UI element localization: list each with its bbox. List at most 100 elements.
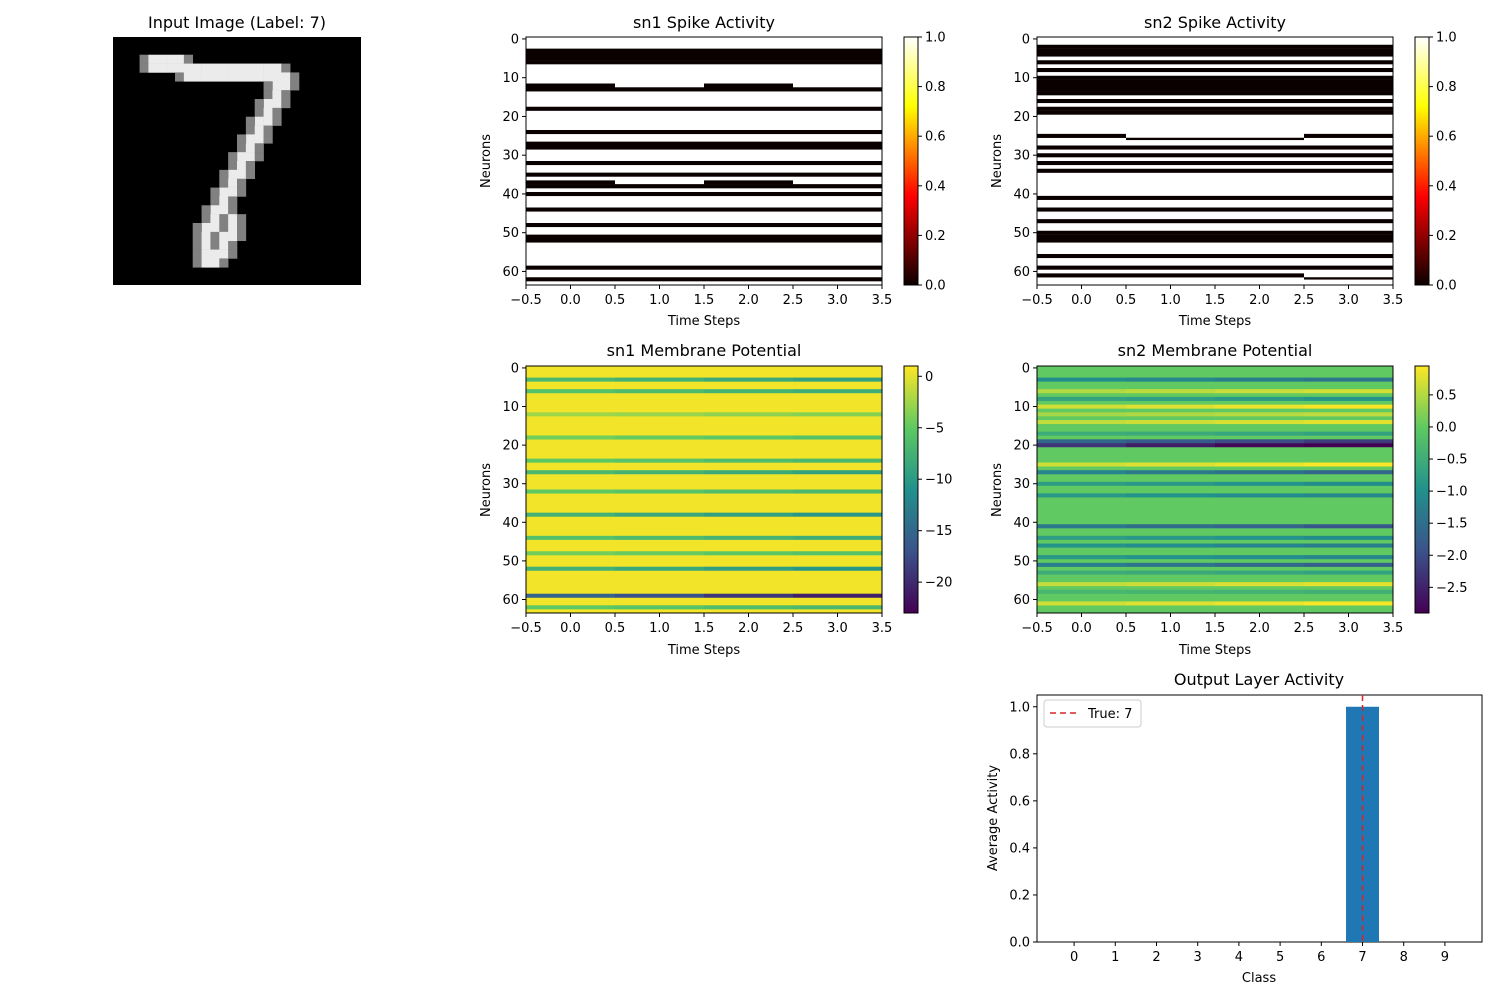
image-pixel [237,223,247,233]
image-pixel [263,107,273,118]
membrane-cell [793,551,883,556]
y-tick-label: 40 [1013,187,1030,202]
spike-row [1037,60,1393,65]
spike-row [526,184,882,189]
membrane-cell [1304,555,1394,560]
spike-row [526,87,882,92]
image-pixel [192,258,202,268]
spike-row [1037,254,1393,259]
spike-row [526,60,882,65]
colorbar-tick-label: 0.6 [1436,130,1457,145]
image-pixel [228,214,238,224]
sn2-membrane-ylabel: Neurons [990,463,1005,517]
sn2-spike-heatmap: 0 10 20 30 40 50 60 −0.5 0.0 0.5 1.0 1.5 2.0 2.5 3.0 3.… [1013,32,1403,308]
membrane-cell [1126,601,1216,606]
membrane-cell [1215,493,1305,498]
x-tick-label: 1.0 [1160,293,1181,308]
spike-cell [1037,273,1126,278]
spike-row [526,265,882,270]
membrane-cell [1215,420,1305,425]
spike-row [526,234,882,239]
sn2-spike-colorbar: 0.0 0.2 0.4 0.6 0.8 1.0 [1414,31,1457,294]
image-pixel [219,169,229,180]
image-pixel [237,214,247,224]
image-pixel [228,178,238,188]
image-pixel [263,72,273,82]
membrane-cell [1037,470,1127,475]
spike-row [1037,230,1393,235]
membrane-cell [704,566,794,571]
image-pixel [237,178,247,188]
membrane-cell [793,593,883,598]
image-pixel [254,152,264,162]
membrane-cell [1126,420,1216,425]
image-pixel [263,99,273,109]
membrane-cell [704,605,794,610]
colorbar-tick-label: −15 [925,524,952,539]
membrane-cell [615,458,705,463]
membrane-cell [1037,543,1127,548]
membrane-cell [615,377,705,382]
membrane-cell [615,389,705,394]
image-pixel [272,63,282,73]
colorbar-tick-label: −20 [925,576,952,591]
membrane-cell [615,566,705,571]
membrane-cell [1126,555,1216,560]
membrane-cell [1215,555,1305,560]
spike-row [526,161,882,166]
image-pixel [245,134,256,144]
membrane-cell [615,470,705,475]
membrane-cell [1215,431,1305,436]
membrane-cell [1304,524,1394,529]
x-tick-label: 2.5 [783,621,804,636]
input-image-panel: Input Image (Label: 7) [113,13,361,285]
sn2-spike-xlabel: Time Steps [1178,314,1252,329]
spike-row [1037,265,1393,270]
image-pixel [210,205,220,215]
x-tick-label: 1.5 [694,621,715,636]
image-pixel [254,107,264,118]
colorbar-tick-label: 1.0 [1436,31,1457,46]
membrane-cell [704,389,794,394]
membrane-cell [1037,404,1127,409]
membrane-cell [1304,493,1394,498]
image-pixel [290,81,300,91]
sn1-spike-colorbar: 0.0 0.2 0.4 0.6 0.8 1.0 [903,31,946,294]
membrane-cell [615,435,705,440]
image-pixel [219,72,229,82]
image-pixel [254,143,264,153]
spike-row [526,48,882,53]
image-pixel [210,72,220,82]
membrane-cell [793,412,883,417]
image-pixel [272,116,282,126]
colorbar-tick-label: 0.4 [925,179,946,194]
spike-row [1037,106,1393,111]
image-pixel [281,63,291,73]
spike-row [526,130,882,135]
spike-row [526,207,882,212]
membrane-cell [1037,431,1127,436]
y-tick-label: 10 [1013,400,1030,415]
membrane-cell [793,566,883,571]
colorbar-tick-label: 0.0 [925,279,946,294]
membrane-cell [793,605,883,610]
output-bar-title: Output Layer Activity [1174,670,1344,689]
image-pixel [201,223,211,233]
image-pixel [281,72,291,82]
colorbar-tick-label: −1.5 [1436,517,1468,532]
x-tick-label: 2.5 [783,293,804,308]
x-tick-label: 1 [1111,950,1119,965]
sn2-membrane-panel: sn2 Membrane Potential 0 10 20 30 40 50 60 −0.5… [990,341,1468,658]
image-pixel [219,178,229,188]
y-tick-label: 60 [502,265,519,280]
image-pixel [281,90,291,100]
y-tick-label: 10 [502,400,519,415]
sn1-membrane-panel: sn1 Membrane Potential 0 10 20 30 40 50 60 −0.5… [479,341,952,658]
membrane-cell [1037,524,1127,529]
image-pixel [272,72,282,82]
x-tick-label: −0.5 [1021,621,1053,636]
membrane-cell [1126,462,1216,467]
image-pixel [254,125,264,135]
x-tick-label: 4 [1235,950,1243,965]
membrane-cell [793,377,883,382]
